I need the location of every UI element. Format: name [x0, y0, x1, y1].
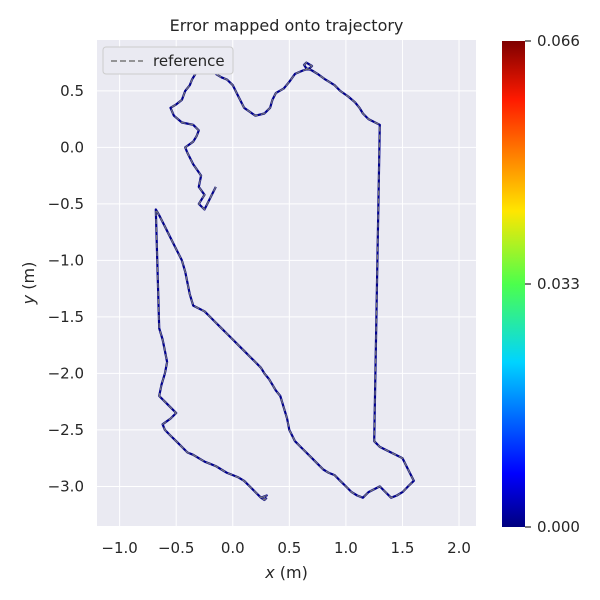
x-tick-label: 1.5	[391, 539, 415, 557]
y-tick-label: −2.5	[48, 421, 84, 439]
colorbar-ticks: 0.066 0.033 0.000	[525, 32, 580, 536]
legend-reference-label: reference	[153, 52, 225, 70]
y-tick-label: 0.5	[60, 82, 84, 100]
x-axis-unit: (m)	[275, 563, 308, 582]
y-tick-label: −2.0	[48, 364, 84, 382]
y-tick-label: 0.0	[60, 138, 84, 156]
colorbar: 0.066 0.033 0.000	[502, 32, 580, 536]
y-axis-label: y (m)	[19, 262, 38, 306]
x-tick-label: 2.0	[447, 539, 471, 557]
colorbar-tick-label: 0.033	[537, 275, 580, 293]
plot-area	[97, 40, 476, 526]
legend-box	[102, 46, 234, 75]
x-tick-label: 0.5	[277, 539, 301, 557]
y-tick-label: −3.0	[48, 477, 84, 495]
x-axis-label: x (m)	[264, 563, 308, 582]
x-tick-label: 1.0	[334, 539, 358, 557]
x-tick-label: −0.5	[158, 539, 194, 557]
colorbar-tick-label: 0.066	[537, 32, 580, 50]
y-axis-unit: (m)	[19, 262, 38, 295]
reference-line	[155, 61, 415, 501]
x-tick-label: 0.0	[221, 539, 245, 557]
colorbar-tick-label: 0.000	[537, 518, 580, 536]
grid-lines	[97, 40, 476, 526]
legend: reference	[102, 46, 234, 75]
colorbar-gradient	[502, 41, 525, 527]
chart-title: Error mapped onto trajectory	[170, 16, 404, 35]
x-tick-label: −1.0	[101, 539, 137, 557]
y-axis-var: y	[19, 294, 38, 305]
y-tick-label: −1.0	[48, 251, 84, 269]
x-axis-var: x	[264, 563, 275, 582]
y-tick-label: −1.5	[48, 308, 84, 326]
y-tick-label: −0.5	[48, 195, 84, 213]
y-tick-labels: 0.5 0.0 −0.5 −1.0 −1.5 −2.0 −2.5 −3.0	[48, 82, 84, 496]
x-tick-labels: −1.0 −0.5 0.0 0.5 1.0 1.5 2.0	[101, 539, 471, 557]
